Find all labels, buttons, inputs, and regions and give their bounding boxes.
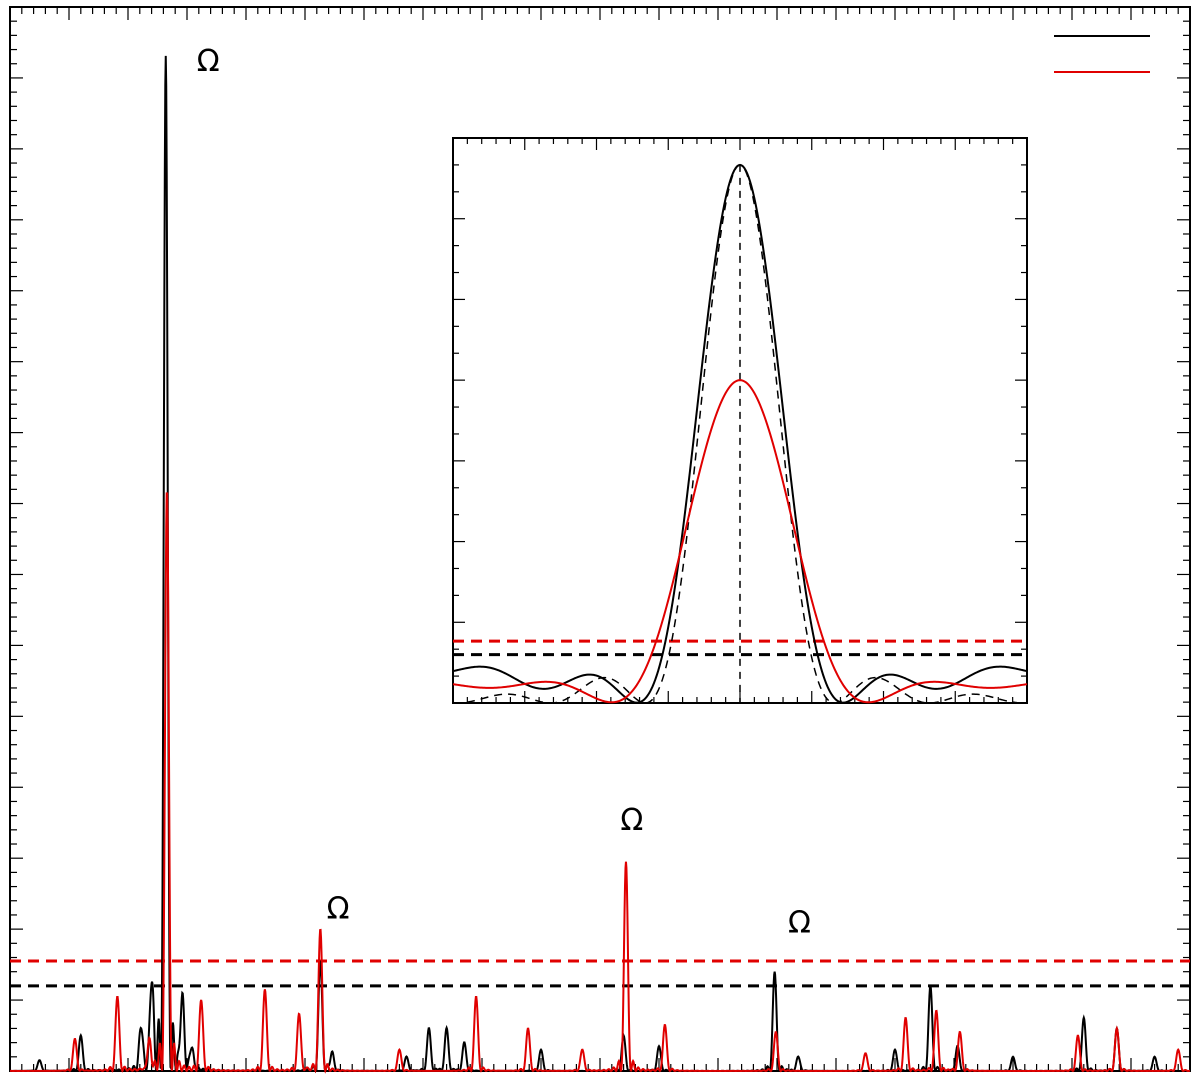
inset-ticks	[452, 138, 1028, 704]
peak-annotation-2: Ω	[620, 803, 643, 838]
inset-curve-1	[452, 164, 1028, 704]
legend	[1054, 35, 1150, 73]
inset-plot	[452, 137, 1028, 704]
peak-annotation-0: Ω	[197, 44, 220, 79]
main-plot: Ω Ω Ω Ω	[9, 6, 1191, 1074]
peak-annotation-3: Ω	[788, 906, 811, 941]
inset-curve-2	[452, 379, 1028, 704]
peak-annotation-1: Ω	[327, 891, 350, 926]
series-line-1	[9, 492, 1191, 1074]
